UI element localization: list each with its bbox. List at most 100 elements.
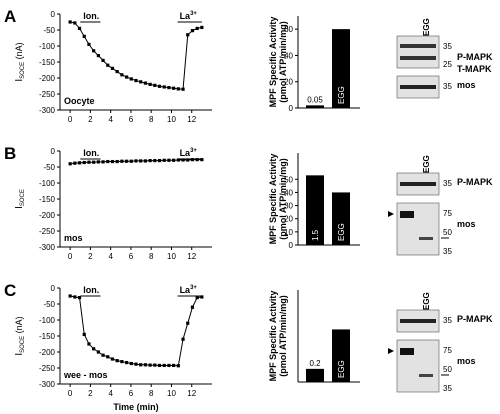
- bar: [332, 329, 350, 382]
- trace-point: [181, 158, 185, 162]
- trace-point: [73, 21, 77, 25]
- mw-marker: 35: [443, 179, 452, 188]
- trace-point: [195, 296, 199, 300]
- y-tick-label: -250: [39, 227, 56, 236]
- trace-point: [124, 75, 129, 79]
- trace-point: [106, 63, 110, 67]
- lanthanum-label: La3+: [180, 11, 198, 21]
- trace-point: [139, 80, 143, 84]
- blot-band: [400, 182, 436, 186]
- trace-point: [143, 81, 148, 85]
- y-tick-label: -300: [39, 380, 56, 389]
- trace-point: [153, 83, 157, 87]
- trace-point: [77, 26, 82, 30]
- trace-point: [82, 332, 86, 336]
- current-trace: [70, 295, 202, 367]
- arrowhead-marker: [388, 348, 394, 354]
- trace-point: [129, 77, 133, 81]
- y-tick-label: -150: [39, 58, 56, 67]
- trace-point: [186, 33, 190, 37]
- trace-point: [115, 70, 119, 74]
- x-tick-label: 0: [68, 115, 73, 124]
- blot-label: mos: [457, 356, 476, 366]
- x-tick-label: 0: [68, 389, 73, 398]
- y-tick-label: 0: [51, 147, 56, 156]
- trace-point: [110, 159, 115, 164]
- y-tick-label: -100: [39, 179, 56, 188]
- x-tick-label: 8: [149, 252, 154, 261]
- trace-point: [190, 305, 195, 309]
- trace-point: [200, 295, 204, 299]
- y-axis-label: ISOCE: [14, 189, 26, 209]
- trace-point: [157, 159, 162, 163]
- trace-point: [87, 42, 91, 46]
- trace-point: [190, 29, 195, 33]
- trace-point: [172, 86, 176, 90]
- x-tick-label: 12: [187, 115, 196, 124]
- trace-point: [120, 73, 124, 77]
- trace-point: [181, 87, 185, 91]
- blot-band: [400, 319, 436, 323]
- trace-point: [148, 159, 152, 163]
- blot-label: P-MAPK: [457, 52, 493, 62]
- trace-point: [106, 355, 110, 359]
- x-tick-label: 4: [108, 252, 113, 261]
- x-tick-label: 8: [149, 389, 154, 398]
- trace-point: [176, 158, 180, 162]
- mw-marker: 35: [443, 384, 452, 393]
- trace-point: [139, 159, 143, 163]
- trace-point: [195, 158, 199, 162]
- trace-point: [167, 158, 171, 162]
- y-tick-label: -200: [39, 348, 56, 357]
- y-tick-label: -100: [39, 316, 56, 325]
- mw-marker: 35: [443, 42, 452, 51]
- y-axis-label: ISOCE (nA): [14, 316, 26, 355]
- bar-y-label: MPF Specific Activity: [268, 291, 278, 382]
- bar: [306, 175, 324, 245]
- trace-point: [134, 159, 138, 163]
- blot-egg-label: EGG: [422, 18, 431, 36]
- trace-point: [186, 158, 190, 162]
- trace-point: [92, 49, 96, 53]
- blot-band: [419, 237, 433, 240]
- x-tick-label: 2: [88, 252, 93, 261]
- trace-point: [153, 363, 157, 367]
- blot-band: [400, 56, 436, 60]
- trace-point: [82, 160, 86, 165]
- trace-point: [87, 342, 91, 346]
- y-tick-label: -150: [39, 195, 56, 204]
- blot-band: [400, 85, 436, 89]
- trace-point: [120, 159, 124, 163]
- panel-letter: C: [4, 281, 16, 300]
- y-tick-label: -50: [43, 26, 55, 35]
- blot-label: mos: [457, 219, 476, 229]
- ionomycin-label: Ion.: [83, 285, 99, 295]
- trace-point: [115, 159, 119, 164]
- blot-label: mos: [457, 80, 476, 90]
- lanthanum-label: La3+: [180, 285, 198, 295]
- x-tick-label: 8: [149, 115, 154, 124]
- bar-label: 0.05: [307, 95, 323, 104]
- x-tick-label: 12: [187, 252, 196, 261]
- trace-point: [124, 159, 129, 163]
- trace-point: [157, 363, 162, 368]
- blot-band: [400, 211, 414, 218]
- trace-point: [162, 158, 166, 162]
- bar-label: 0.2: [309, 359, 321, 368]
- trace-point: [101, 160, 105, 164]
- trace-point: [120, 360, 124, 364]
- bar-label: 1.5: [311, 229, 320, 241]
- ionomycin-label: Ion.: [83, 148, 99, 158]
- mw-marker: 75: [443, 209, 452, 218]
- blot-egg-label: EGG: [422, 292, 431, 310]
- y-axis-label: ISOCE (nA): [14, 42, 26, 81]
- condition-label: wee - mos: [63, 370, 108, 380]
- blot-label: P-MAPK: [457, 177, 493, 187]
- panel-letter: A: [4, 7, 16, 26]
- trace-point: [139, 363, 143, 367]
- trace-point: [92, 347, 96, 351]
- mw-marker: 25: [443, 60, 452, 69]
- y-tick-label: -300: [39, 106, 56, 115]
- x-tick-label: 4: [108, 389, 113, 398]
- trace-point: [110, 66, 115, 70]
